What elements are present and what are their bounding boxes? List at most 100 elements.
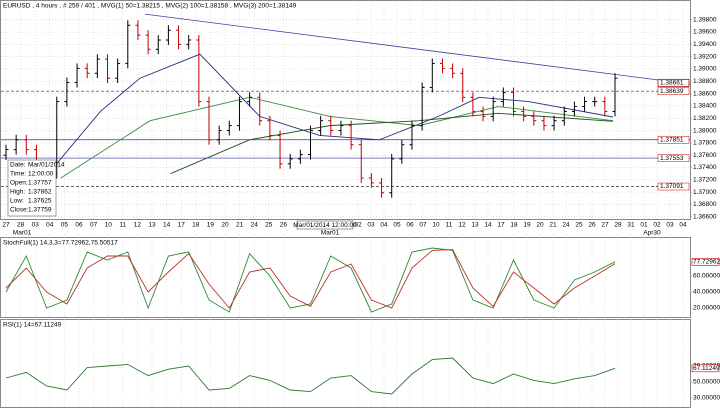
x-tick-label: 20 (536, 222, 544, 229)
price-level-label: 1.38639 (660, 88, 684, 95)
x-tick-label: 03 (367, 222, 375, 229)
x-tick-label: 24 (251, 222, 259, 229)
y-tick-label: 1.36600 (693, 213, 717, 220)
price-level-tag (657, 154, 690, 162)
plot-area (5, 247, 616, 313)
x-tick-label: 17 (178, 222, 186, 229)
y-tick-label: 1.39200 (693, 53, 717, 60)
rsi-panel (0, 319, 691, 408)
y-tick-label: 1.39800 (693, 16, 717, 23)
data-window-key: Time: (10, 171, 26, 178)
y-tick-label: 1.38000 (693, 127, 717, 134)
indicator-line (5, 247, 616, 313)
indicator-line (5, 249, 616, 309)
moving-average (170, 112, 614, 175)
x-tick-label: 18 (192, 222, 200, 229)
y-tick-label: 1.39000 (693, 66, 717, 73)
x-tick-label: 27 (2, 222, 10, 229)
y-tick-label: 20.000000 (693, 305, 720, 312)
plot-area (5, 357, 616, 395)
y-tick-label: 1.37600 (693, 152, 717, 159)
x-tick-label: 05 (393, 222, 401, 229)
x-tick-label: 03 (666, 222, 674, 229)
x-tick-label: 03 (32, 222, 40, 229)
moving-average (40, 53, 614, 184)
x-tick-label: 28 (614, 222, 622, 229)
y-tick-label: 60.000000 (693, 273, 720, 280)
x-tick-label: 25 (265, 222, 273, 229)
price-level-label: 1.37091 (660, 183, 684, 190)
cursor-label-box (296, 220, 354, 230)
data-window-key: High: (10, 189, 25, 196)
x-sublabel: Mar01 (321, 230, 340, 237)
x-tick-label: 11 (119, 222, 126, 229)
x-tick-label: 12 (134, 222, 142, 229)
x-tick-label: 06 (406, 222, 414, 229)
x-tick-label: 21 (549, 222, 557, 229)
x-tick-label: 14 (163, 222, 171, 229)
x-sublabel: Apr30 (643, 230, 661, 237)
stoch-title: StochFull(1) 14,3,3=77.72962,75.50517 (3, 240, 118, 247)
price-level-label: 1.37851 (660, 136, 684, 143)
price-level-tag (657, 182, 690, 191)
x-tick-label: 05 (61, 222, 69, 229)
data-window-value: 1.37757 (28, 180, 52, 187)
data-window-key: Open: (10, 180, 28, 187)
data-window (7, 159, 57, 217)
y-tick-label: 1.39600 (693, 29, 717, 36)
price-tag (657, 78, 690, 87)
price-level-tag (657, 135, 690, 144)
current-value-label: 77.72962 (693, 259, 720, 266)
data-window-key: Low: (10, 198, 24, 205)
x-tick-label: 11 (446, 222, 453, 229)
data-window-value: 12:00:00 (28, 171, 54, 178)
x-tick-label: 07 (90, 222, 98, 229)
x-tick-label: 06 (75, 222, 83, 229)
x-tick-label: 27 (601, 222, 609, 229)
current-value-tag (691, 364, 720, 373)
x-tick-label: 20 (221, 222, 229, 229)
x-tick-label: 10 (432, 222, 440, 229)
data-window-value: Mar/01/2014 (28, 162, 65, 169)
x-tick-label: 07 (419, 222, 427, 229)
data-window-value: 1.37862 (28, 189, 52, 196)
y-tick-label: 1.36800 (693, 201, 717, 208)
x-tick-label: 04 (380, 222, 388, 229)
stoch-panel (0, 237, 691, 318)
price-tag-label: 1.38661 (660, 80, 684, 87)
x-tick-label: 19 (523, 222, 531, 229)
x-tick-label: 13 (471, 222, 479, 229)
indicator-line (5, 357, 616, 395)
x-tick-label: 04 (679, 222, 687, 229)
x-tick-label: 01 (640, 222, 648, 229)
x-tick-label: 10 (105, 222, 113, 229)
x-tick-label: 14 (484, 222, 492, 229)
data-window-key: Date: (10, 162, 26, 169)
y-tick-label: 40.000000 (693, 289, 720, 296)
data-window-value: 1.37759 (28, 207, 52, 214)
plot-area (1, 13, 690, 198)
y-tick-label: 1.37200 (693, 177, 717, 184)
y-tick-label: 1.38400 (693, 103, 717, 110)
x-tick-label: 28 (17, 222, 25, 229)
data-window-key: Close: (10, 207, 29, 214)
x-tick-label: 26 (280, 222, 288, 229)
trendline (145, 13, 690, 85)
data-window-value: 1.37625 (28, 198, 52, 205)
y-tick-label: 1.39400 (693, 41, 717, 48)
x-tick-label: 19 (207, 222, 215, 229)
x-tick-label: 02 (653, 222, 661, 229)
moving-average (60, 96, 614, 179)
y-tick-label: 1.38600 (693, 90, 717, 97)
current-value-label: 67.11249 (693, 365, 720, 372)
x-tick-label: 24 (562, 222, 570, 229)
x-tick-label: 17 (497, 222, 505, 229)
y-tick-label: 50.000000 (693, 379, 720, 386)
y-tick-label: 1.37800 (693, 140, 717, 147)
y-tick-label: 1.38200 (693, 115, 717, 122)
price-level-label: 1.37553 (660, 155, 684, 162)
price-level-tag (657, 87, 690, 95)
x-tick-label: 21 (236, 222, 244, 229)
